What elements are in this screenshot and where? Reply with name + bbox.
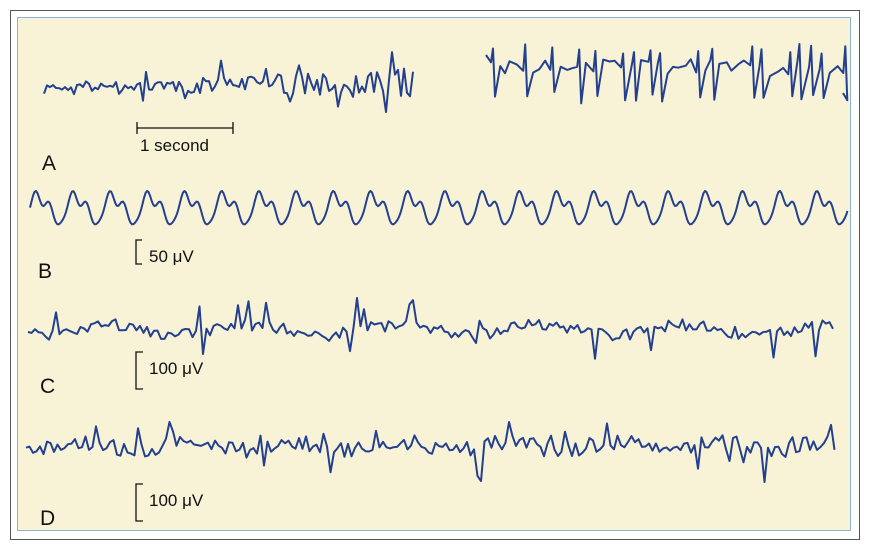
voltage-scale-bar-d [135,483,143,522]
row-c: 100 μV C [27,297,834,398]
voltage-scale-label-b: 50 μV [149,247,194,266]
eeg-trace-d [25,421,836,483]
voltage-scale-bar-c [135,351,143,390]
voltage-scale-label-d: 100 μV [149,491,204,510]
panel-label-d: D [40,507,55,530]
eeg-trace-b [29,190,849,226]
time-scale-bar [136,122,234,134]
panel-label-a: A [42,152,56,175]
eeg-trace-c [27,297,834,360]
row-d: 100 μV D [25,421,836,530]
time-scale-label: 1 second [140,136,209,155]
panel-label-b: B [38,260,52,283]
eeg-trace-a-left [43,51,414,113]
voltage-scale-label-c: 100 μV [149,359,204,378]
panel-label-c: C [40,375,55,398]
row-b: 50 μV B [29,190,849,283]
eeg-trace-a-right [485,43,849,105]
row-a: 1 second A [42,43,849,175]
voltage-scale-bar-b [135,239,142,265]
